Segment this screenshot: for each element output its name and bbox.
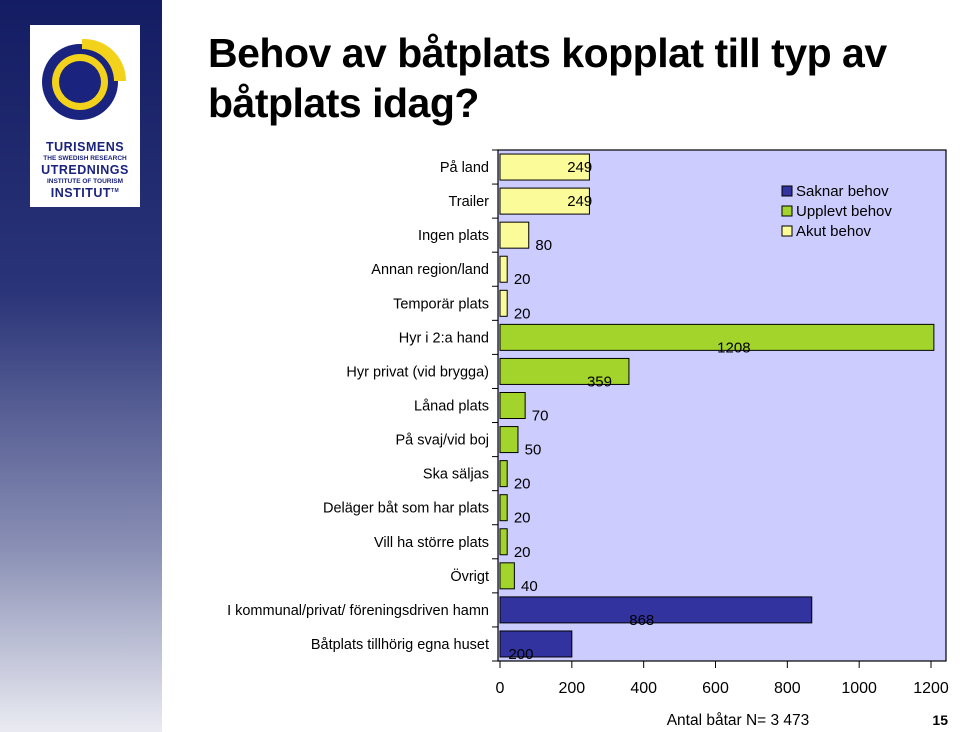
- logo-text-institut: INSTITUTTM: [50, 186, 120, 200]
- logo-text-institute-of-tourism: INSTITUTE OF TOURISM: [46, 178, 124, 185]
- bar: [499, 426, 519, 454]
- institute-logo: TURISMENS THE SWEDISH RESEARCH UTREDNING…: [30, 25, 140, 207]
- data-label: 50: [525, 442, 542, 459]
- category-label: Ingen plats: [418, 228, 489, 244]
- data-label: 249: [567, 193, 592, 210]
- data-label: 20: [514, 544, 531, 561]
- legend-label: Saknar behov: [796, 183, 889, 200]
- data-label: 20: [514, 510, 531, 527]
- category-label: Deläger båt som har plats: [323, 501, 489, 517]
- category-label: Temporär plats: [393, 296, 489, 312]
- category-label: Lånad plats: [414, 399, 489, 415]
- data-label: 200: [508, 646, 533, 663]
- data-label: 249: [567, 159, 592, 176]
- legend-label: Upplevt behov: [796, 203, 892, 220]
- legend-swatch: [781, 225, 793, 237]
- data-label: 20: [514, 476, 531, 493]
- bar: [499, 187, 590, 215]
- logo-text-turismens: TURISMENS: [45, 140, 125, 154]
- bar: [499, 494, 508, 522]
- bar: [499, 221, 530, 249]
- data-label: 1208: [717, 339, 750, 356]
- data-label: 80: [535, 237, 552, 254]
- bar: [499, 255, 508, 283]
- category-label: Övrigt: [450, 567, 489, 585]
- x-tick-label: 400: [630, 680, 657, 697]
- x-tick-label: 1200: [913, 680, 949, 697]
- legend-swatch: [781, 185, 793, 197]
- legend-label: Akut behov: [796, 223, 872, 240]
- bar: [499, 630, 573, 658]
- bar: [499, 323, 935, 351]
- bar: [499, 528, 508, 556]
- category-label: Vill ha större plats: [374, 535, 489, 551]
- bar: [499, 289, 508, 317]
- x-tick-label: 600: [702, 680, 729, 697]
- category-label: På svaj/vid boj: [396, 433, 490, 449]
- x-tick-label: 200: [558, 680, 585, 697]
- sidebar-band: TURISMENS THE SWEDISH RESEARCH UTREDNING…: [0, 0, 162, 732]
- bar: [499, 562, 515, 590]
- x-tick-label: 0: [496, 680, 505, 697]
- page-title: Behov av båtplats kopplat till typ av bå…: [208, 30, 887, 126]
- legend-swatch: [781, 205, 793, 217]
- logo-emblem-icon: [42, 38, 127, 120]
- category-label: Annan region/land: [371, 262, 489, 278]
- bar: [499, 153, 590, 181]
- plot-area: [497, 149, 947, 662]
- x-tick-label: 800: [774, 680, 801, 697]
- logo-text-swedish-research: THE SWEDISH RESEARCH: [43, 155, 127, 162]
- x-axis-title: Antal båtar N= 3 473: [667, 712, 810, 729]
- bar: [499, 357, 630, 385]
- category-label: Trailer: [448, 194, 489, 210]
- x-tick-label: 1000: [841, 680, 877, 697]
- data-label: 868: [629, 612, 654, 629]
- bar: [499, 596, 813, 624]
- category-label: Hyr i 2:a hand: [399, 330, 489, 346]
- bar: [499, 460, 508, 488]
- data-label: 70: [532, 408, 549, 425]
- category-label: Hyr privat (vid brygga): [346, 364, 489, 380]
- data-label: 20: [514, 271, 531, 288]
- category-label: Båtplats tillhörig egna huset: [311, 637, 489, 653]
- logo-text-utrednings: UTREDNINGS: [41, 163, 129, 177]
- data-label: 40: [521, 578, 538, 595]
- category-label: I kommunal/privat/ föreningsdriven hamn: [227, 603, 489, 619]
- data-label: 20: [514, 305, 531, 322]
- category-label: Ska säljas: [423, 467, 489, 483]
- page-number: 15: [932, 712, 948, 728]
- bar: [499, 392, 526, 419]
- category-label: På land: [440, 160, 489, 176]
- data-label: 359: [587, 373, 612, 390]
